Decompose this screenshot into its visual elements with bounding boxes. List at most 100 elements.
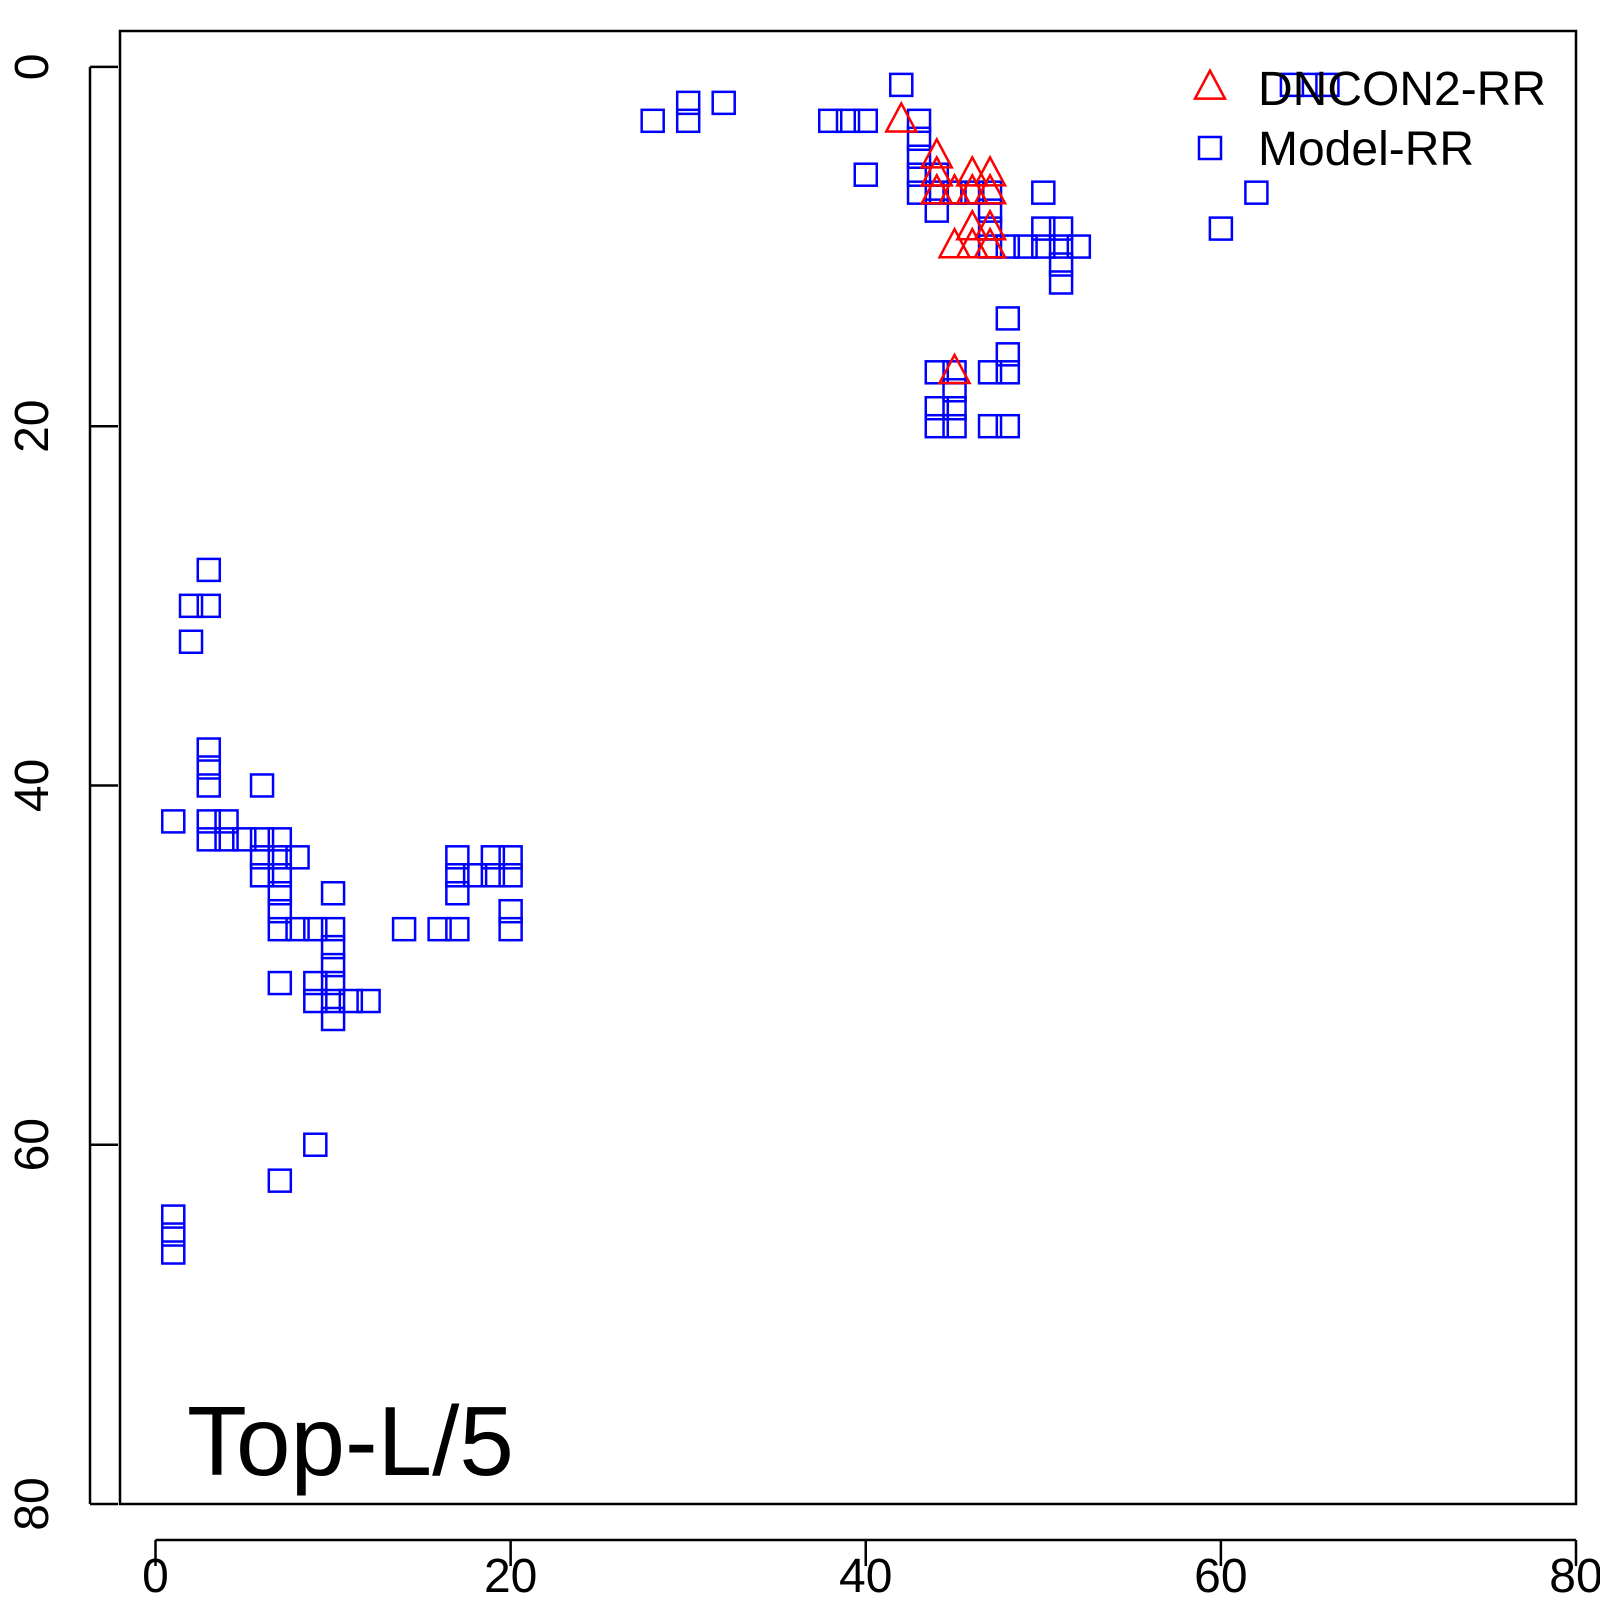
data-point-square bbox=[267, 916, 293, 942]
data-point-square bbox=[356, 988, 381, 1014]
data-point-square bbox=[995, 360, 1021, 385]
data-point-square bbox=[835, 108, 861, 134]
data-point-square bbox=[320, 952, 346, 978]
data-point-square bbox=[942, 413, 967, 439]
legend-marker-triangle bbox=[1192, 67, 1228, 100]
plot-frame bbox=[118, 29, 1578, 1506]
data-point-square bbox=[1013, 234, 1038, 259]
data-point-square bbox=[267, 827, 293, 852]
data-point-square bbox=[675, 108, 701, 134]
data-point-square bbox=[1031, 234, 1056, 259]
y-tick-label: 80 bbox=[6, 1477, 59, 1530]
data-point-square bbox=[161, 1204, 186, 1229]
data-point-square bbox=[1031, 180, 1056, 205]
data-point-square bbox=[214, 827, 239, 852]
data-point-triangle bbox=[919, 154, 954, 187]
data-point-square bbox=[1048, 270, 1074, 295]
data-point-square bbox=[1279, 72, 1305, 98]
data-point-square bbox=[285, 916, 310, 942]
data-point-square bbox=[1315, 72, 1340, 98]
data-point-square bbox=[1208, 216, 1234, 241]
data-point-square bbox=[267, 1168, 293, 1193]
data-point-square bbox=[906, 144, 932, 169]
data-point-square bbox=[942, 378, 967, 403]
x-tick-label: 0 bbox=[142, 1550, 169, 1600]
data-point-square bbox=[1048, 216, 1074, 241]
data-point-square bbox=[906, 126, 932, 152]
series-model-rr bbox=[161, 72, 1340, 1265]
data-point-square bbox=[267, 863, 293, 888]
data-point-square bbox=[1031, 216, 1056, 241]
data-point-square bbox=[1066, 234, 1092, 259]
data-point-square bbox=[924, 413, 950, 439]
chart-annotation: Top-L/5 bbox=[187, 1386, 514, 1496]
data-point-triangle bbox=[955, 172, 990, 205]
legend-label: Model-RR bbox=[1258, 123, 1474, 176]
data-point-square bbox=[196, 809, 222, 834]
data-point-triangle bbox=[972, 208, 1008, 241]
data-point-square bbox=[303, 988, 328, 1014]
data-point-square bbox=[267, 880, 293, 906]
data-point-square bbox=[445, 845, 470, 870]
data-point-square bbox=[445, 863, 470, 888]
data-point-square bbox=[267, 898, 293, 924]
data-point-square bbox=[249, 773, 275, 798]
data-point-square bbox=[320, 880, 346, 906]
legend: DNCON2-RR Model-RR bbox=[1192, 63, 1546, 176]
data-point-square bbox=[977, 413, 1003, 439]
data-point-square bbox=[889, 72, 914, 98]
data-point-square bbox=[906, 108, 932, 134]
data-point-square bbox=[498, 916, 523, 942]
data-point-square bbox=[853, 108, 879, 134]
data-point-square bbox=[1297, 72, 1322, 98]
data-point-square bbox=[303, 970, 328, 996]
data-point-square bbox=[675, 90, 701, 116]
data-point-square bbox=[462, 863, 488, 888]
data-point-square bbox=[906, 162, 932, 187]
data-point-square bbox=[817, 108, 843, 134]
data-point-triangle bbox=[955, 226, 990, 259]
data-point-square bbox=[178, 593, 204, 619]
data-point-triangle bbox=[937, 352, 972, 385]
data-point-square bbox=[303, 916, 328, 942]
data-point-triangle bbox=[955, 154, 990, 187]
data-point-square bbox=[853, 162, 879, 187]
data-point-square bbox=[196, 557, 222, 583]
data-point-square bbox=[338, 988, 364, 1014]
data-point-triangle bbox=[937, 172, 972, 205]
data-point-square bbox=[924, 360, 950, 385]
data-point-square bbox=[924, 395, 950, 421]
data-point-square bbox=[267, 845, 293, 870]
data-point-square bbox=[320, 970, 346, 996]
data-point-square bbox=[480, 845, 506, 870]
series-dncon2-rr bbox=[884, 100, 1008, 385]
data-point-square bbox=[249, 863, 275, 888]
y-tick-label: 20 bbox=[6, 399, 59, 452]
data-point-square bbox=[303, 1132, 328, 1157]
data-point-square bbox=[480, 863, 506, 888]
data-point-square bbox=[178, 629, 204, 655]
data-point-square bbox=[320, 916, 346, 942]
legend-marker-square bbox=[1197, 135, 1223, 161]
data-point-square bbox=[1244, 180, 1269, 205]
series-layer bbox=[161, 72, 1340, 1265]
data-point-square bbox=[942, 395, 967, 421]
data-point-square bbox=[906, 180, 932, 205]
data-point-triangle bbox=[884, 100, 919, 133]
data-point-square bbox=[161, 1240, 186, 1265]
data-point-square bbox=[445, 916, 470, 942]
data-point-square bbox=[320, 1006, 346, 1032]
y-tick-label: 40 bbox=[6, 759, 59, 812]
data-point-square bbox=[196, 773, 222, 798]
data-point-square bbox=[196, 827, 222, 852]
data-point-square bbox=[640, 108, 665, 134]
data-point-square bbox=[232, 827, 257, 852]
data-point-square bbox=[977, 360, 1003, 385]
data-point-square bbox=[445, 880, 470, 906]
data-point-square bbox=[1048, 252, 1074, 277]
data-point-triangle bbox=[972, 172, 1008, 205]
data-point-triangle bbox=[955, 208, 990, 241]
data-point-triangle bbox=[937, 226, 972, 259]
data-point-square bbox=[249, 827, 275, 852]
data-point-square bbox=[196, 737, 222, 762]
